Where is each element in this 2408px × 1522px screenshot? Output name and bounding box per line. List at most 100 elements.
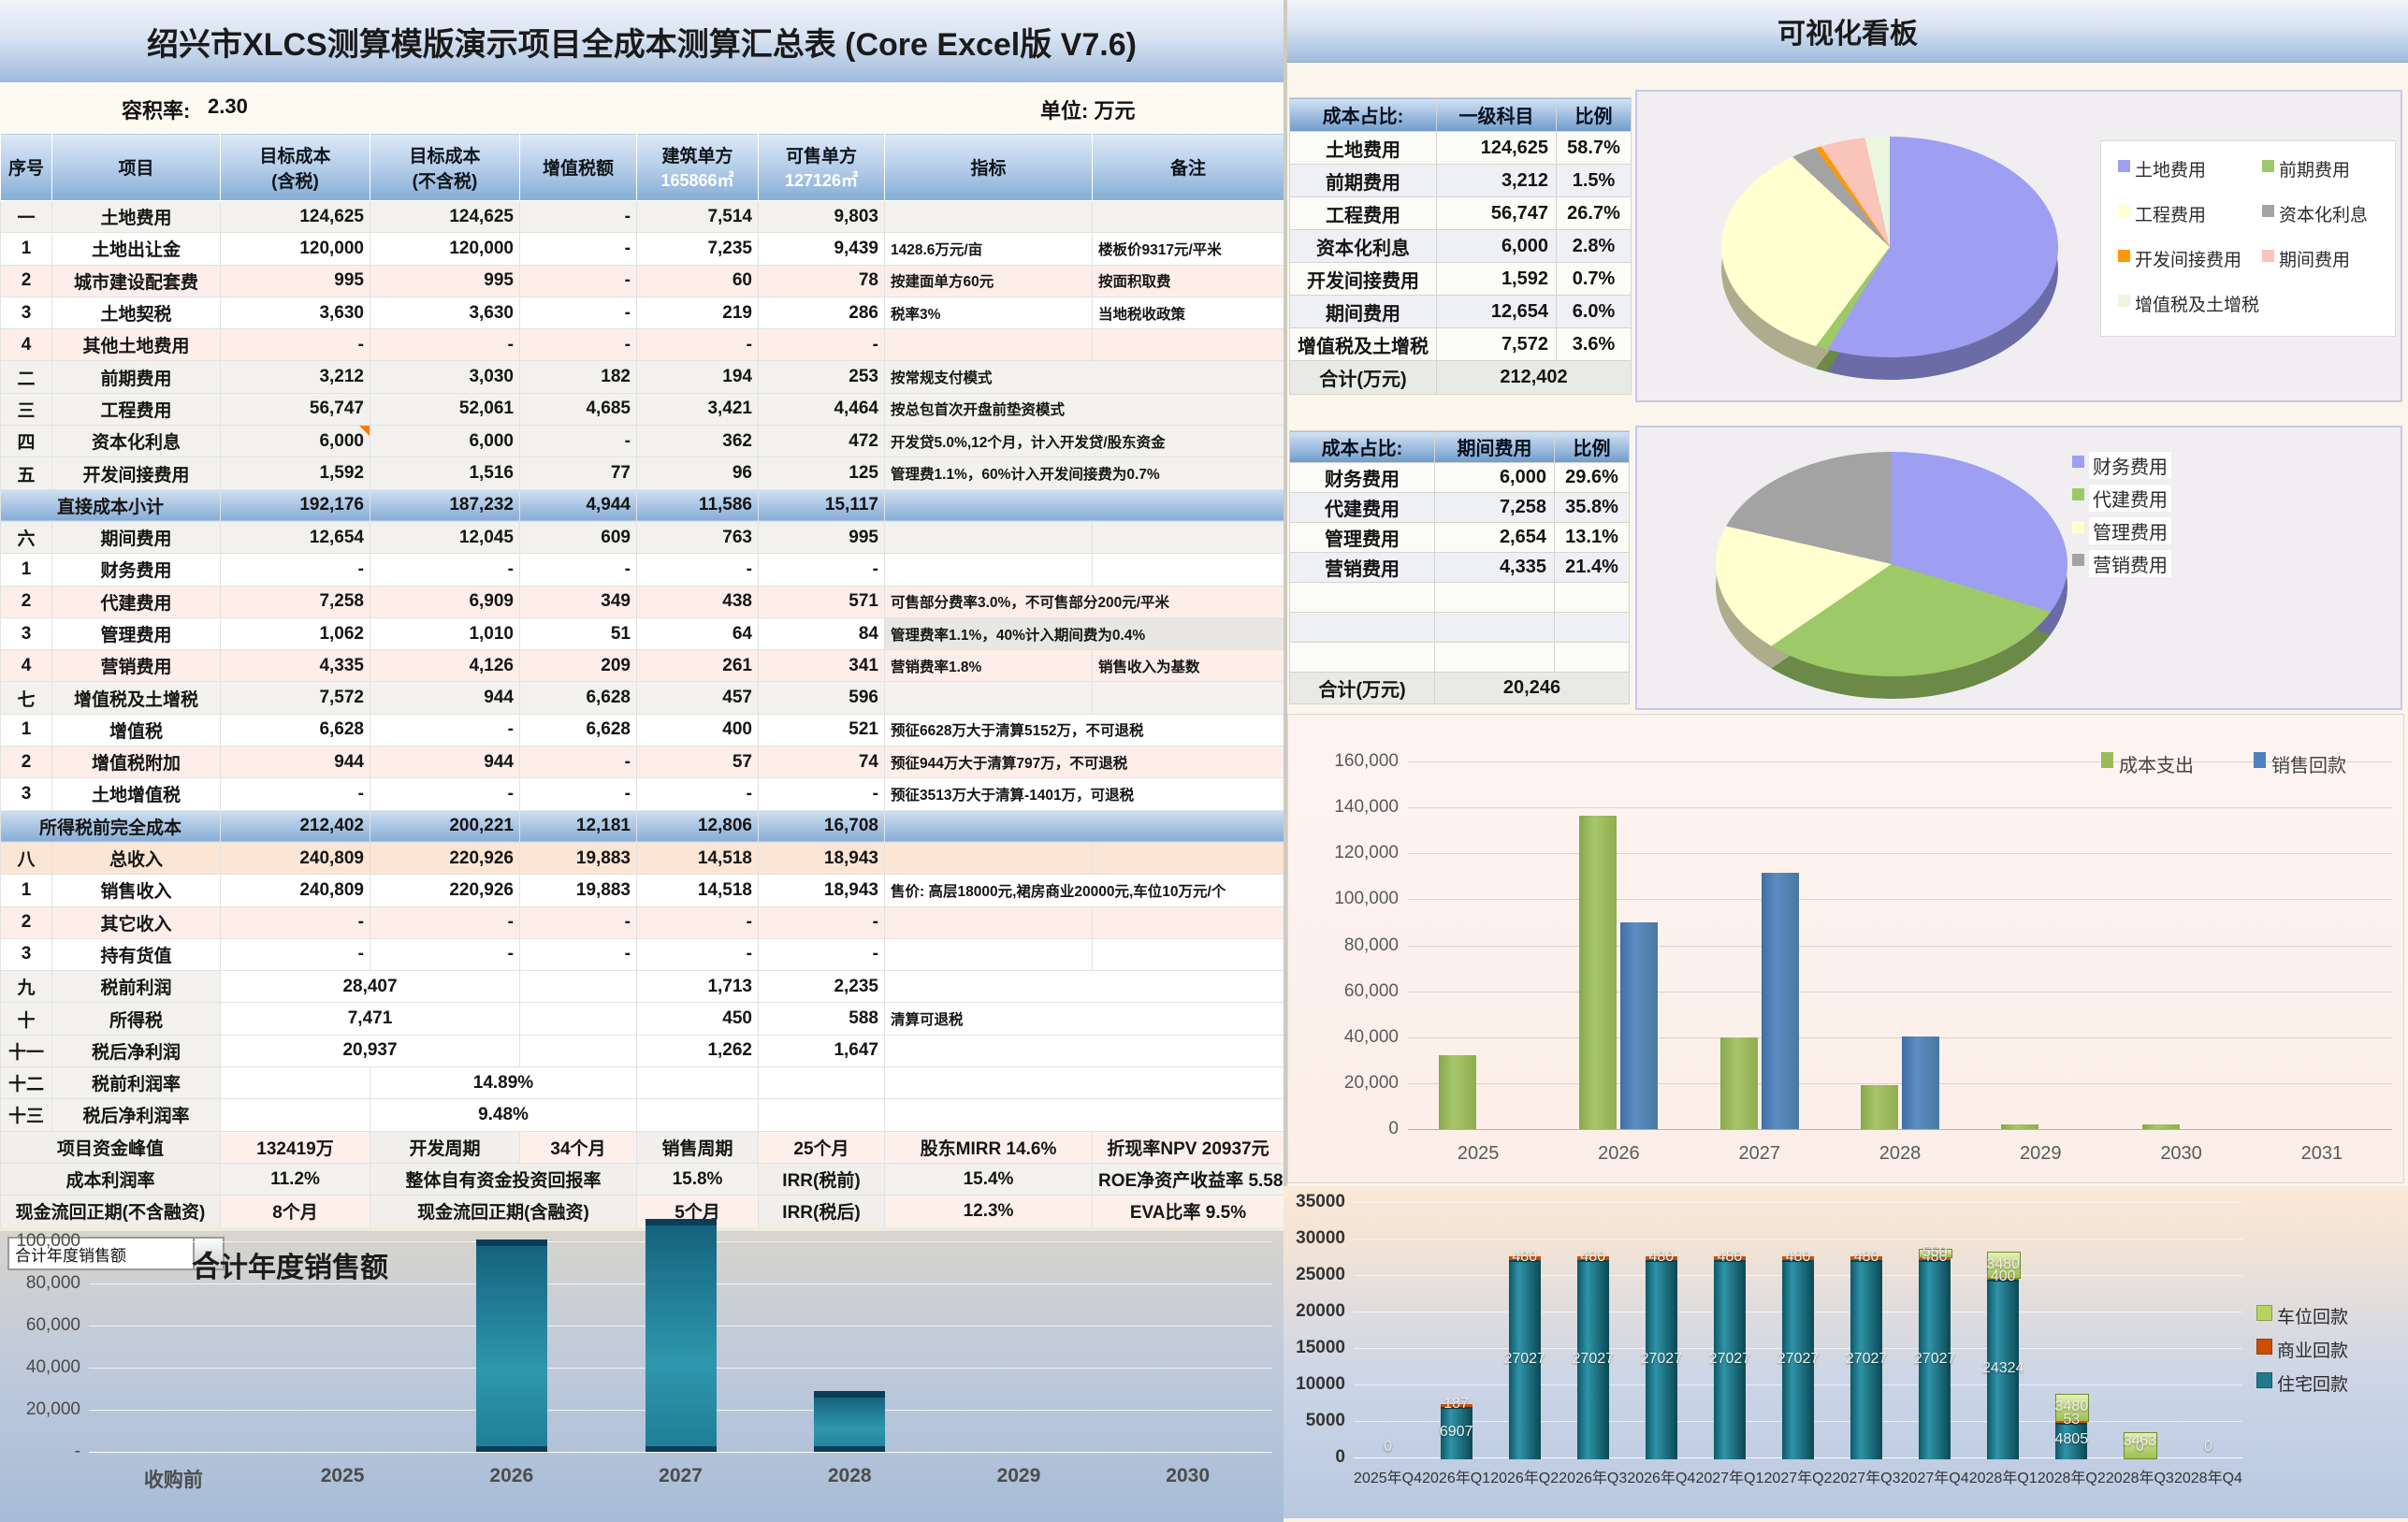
cost-vs-sales-chart[interactable]: 0 20,000 40,000 60,000 80,000 100,000 120,000 1… — [1287, 714, 2404, 1183]
row-seq: 3 — [0, 937, 52, 972]
row-seq: 2 — [0, 906, 52, 939]
ratio-percent: 58.7% — [1556, 131, 1632, 165]
cost-structure-pie-chart[interactable]: 土地费用 前期费用 工程费用 资本化利息 开发间接费用 期间费用 增值税及土增税 — [1635, 90, 2402, 402]
table-row: 3 持有货值 - - - - - — [0, 937, 1284, 972]
row-value: - — [220, 777, 370, 811]
bar-value-label: 27027 — [1572, 1350, 1615, 1367]
legend-swatch-icon — [2118, 295, 2130, 307]
row-value: 120,000 — [220, 232, 370, 266]
bar-value-label: 480 — [1580, 1249, 1606, 1266]
row-note — [1092, 841, 1284, 876]
bar-segment-commercial — [1645, 1256, 1677, 1261]
bar-value-label: 480 — [1785, 1249, 1811, 1266]
x-category-label: 2030 — [1166, 1465, 1210, 1486]
metric-value: 25个月 — [758, 1130, 885, 1164]
row-indicator: 清算可退税 — [884, 1002, 1284, 1036]
row-value: 995 — [220, 264, 370, 297]
row-value: 472 — [758, 425, 885, 458]
annual-chart-title: 合计年度销售额 — [192, 1253, 388, 1283]
ratio-value: 7,258 — [1434, 492, 1555, 523]
x-category-label: 2027年Q2 — [1763, 1471, 1833, 1486]
annual-sales-chart[interactable]: 合计年度销售额 ▼ 合计年度销售额 - 20,000 40,000 60,000 80,… — [0, 1218, 1284, 1522]
row-indicator: 开发贷5.0%,12个月，计入开发贷/股东资金 — [884, 425, 1284, 458]
row-value: 457 — [636, 681, 759, 715]
legend-item: 财务费用 — [2089, 452, 2171, 479]
col-indicator: 指标 — [884, 133, 1093, 201]
row-value: 124,625 — [370, 199, 520, 234]
ratio-value — [1434, 582, 1555, 613]
legend-item: 期间费用 — [2279, 251, 2351, 270]
bar-cost — [2141, 1123, 2180, 1129]
row-value: 1,010 — [370, 616, 520, 651]
row-label: 所得税前完全成本 — [0, 809, 221, 843]
bar-value-label: 480 — [1717, 1249, 1743, 1266]
y-tick-label: 40,000 — [25, 1357, 80, 1377]
metric-value: 15.4% — [884, 1162, 1093, 1196]
quarterly-collection-chart[interactable]: 0 5000 10000 15000 20000 25000 30000 35000 0 2025… — [1284, 1186, 2408, 1518]
row-seq: 八 — [0, 841, 52, 876]
ratio1-h0: 成本占比: — [1289, 97, 1437, 132]
legend-item: 土地费用 — [2135, 161, 2207, 181]
y-tick-label: 160,000 — [1334, 751, 1399, 771]
row-value: - — [220, 937, 370, 972]
x-category-label: 2027年Q4 — [1900, 1471, 1969, 1486]
row-value: - — [519, 777, 637, 811]
row-value: 6,909 — [370, 585, 520, 618]
row-value: 6,628 — [519, 713, 637, 747]
legend-swatch-icon — [2072, 521, 2084, 533]
bar-zero-label: 0 — [2135, 1439, 2144, 1455]
table-row: 三工程费用 56,747 52,061 4,685 3,421 4,464 按总包首次开盘前… — [0, 392, 1284, 427]
dropdown-arrow-button[interactable]: ▼ — [193, 1237, 225, 1270]
bar-segment-residential — [1576, 1260, 1609, 1459]
row-seq: 二 — [0, 360, 52, 394]
bar-segment-commercial — [1440, 1404, 1472, 1408]
x-category-label: 2027 — [659, 1465, 703, 1486]
table-row: 2 城市建设配套费 995 995-60 78 按建面单方60元 按面积取费 — [0, 264, 1284, 297]
ratio-percent: 2.8% — [1556, 229, 1632, 263]
ratio-value: 1,592 — [1436, 262, 1557, 296]
table-header-row: 序号 项目 目标成本 (含税) 目标成本 (不含税) 增值税额 建筑单方 165866… — [0, 133, 1284, 201]
row-value: - — [370, 553, 520, 587]
bar-value-label: 480 — [1853, 1249, 1879, 1266]
table-row: 四资本化利息 6,000 6,000-362 472 开发贷5.0%,12个月，计入开发… — [0, 425, 1284, 458]
ratio-percent: 3.6% — [1556, 327, 1632, 361]
y-tick-label: 120,000 — [1334, 843, 1399, 863]
bar-value-label: 53 — [2063, 1411, 2081, 1428]
legend-swatch-icon — [2262, 250, 2274, 262]
legend-item: 车位回款 — [2277, 1308, 2349, 1327]
row-value: 84 — [758, 616, 885, 651]
row-value: 995 — [370, 264, 520, 297]
row-label: 直接成本小计 — [0, 488, 221, 522]
x-category-label: 2028 — [1879, 1143, 1922, 1164]
bar-segment-parking — [2055, 1394, 2090, 1422]
y-tick-label: 60,000 — [25, 1315, 80, 1335]
metric-label: 现金流回正期(不含融资) — [0, 1195, 221, 1228]
row-value: 341 — [758, 649, 885, 683]
y-tick-label: 100,000 — [16, 1231, 80, 1251]
ratio-table-row: 营销费用 4,335 21.4% — [1289, 552, 1630, 583]
period-cost-pie-chart[interactable]: 财务费用 代建费用 管理费用 营销费用 — [1635, 426, 2402, 710]
y-tick-label: 80,000 — [1343, 935, 1399, 955]
row-value: 19,883 — [519, 841, 637, 876]
legend-item: 前期费用 — [2279, 161, 2351, 181]
ratio-label: 增值税及土增税 — [1289, 327, 1437, 361]
table-row: 1 财务费用 - - - - - — [0, 553, 1284, 587]
col-note: 备注 — [1092, 133, 1284, 201]
row-seq: 十一 — [0, 1034, 52, 1068]
ratio-value: 6,000 — [1436, 229, 1557, 263]
row-indicator — [884, 841, 1093, 876]
x-category-label: 2025 — [1457, 1143, 1500, 1164]
row-indicator — [884, 1066, 1284, 1100]
gridline — [1408, 761, 2392, 762]
row-value: 124,625 — [220, 199, 370, 234]
row-value: 187,232 — [370, 488, 520, 522]
x-category-label: 2026年Q4 — [1627, 1471, 1696, 1486]
row-value: 4,335 — [220, 649, 370, 683]
row-value: 4,126 — [370, 649, 520, 683]
bar-value-label: 27027 — [1845, 1350, 1888, 1367]
row-value: 182 — [519, 360, 637, 394]
row-value: - — [519, 746, 637, 779]
row-value: - — [220, 906, 370, 939]
row-label: 增值税 — [51, 713, 221, 747]
y-tick-label: 0 — [1335, 1447, 1345, 1467]
